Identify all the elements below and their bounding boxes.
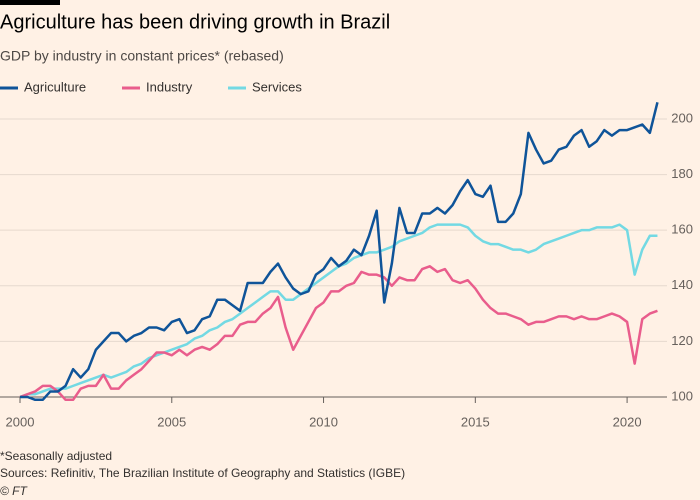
- y-tick-label: 160: [671, 222, 693, 237]
- y-tick-label: 100: [671, 388, 693, 403]
- chart-subtitle: GDP by industry in constant prices* (reb…: [0, 48, 284, 64]
- line-series: [20, 101, 659, 402]
- legend-label: Industry: [146, 79, 193, 94]
- legend-label: Services: [252, 79, 302, 94]
- line-series: [19, 265, 658, 402]
- x-tick-label: 2005: [157, 414, 186, 429]
- footnote: *Seasonally adjusted: [0, 449, 112, 463]
- legend-label: Agriculture: [24, 79, 86, 94]
- y-tick-label: 120: [671, 333, 693, 348]
- x-tick-label: 2020: [613, 414, 642, 429]
- x-tick-label: 2015: [461, 414, 490, 429]
- credit: © FT: [0, 484, 29, 498]
- source: Sources: Refinitiv, The Brazilian Instit…: [0, 466, 405, 480]
- y-tick-label: 180: [671, 166, 693, 181]
- x-tick-label: 2010: [309, 414, 338, 429]
- x-tick-label: 2000: [6, 414, 35, 429]
- chart-title: Agriculture has been driving growth in B…: [0, 11, 390, 33]
- y-tick-label: 200: [671, 110, 693, 125]
- brand-bar: [0, 0, 60, 5]
- line-series: [19, 223, 658, 399]
- y-tick-label: 140: [671, 277, 693, 292]
